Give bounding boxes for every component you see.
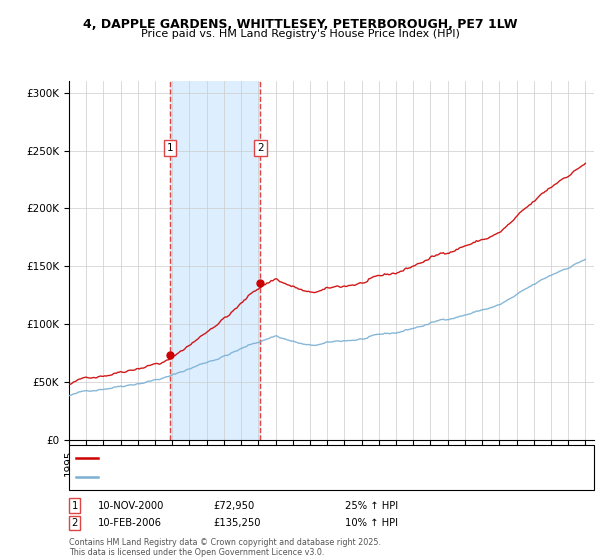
- Text: HPI: Average price, semi-detached house, Fenland: HPI: Average price, semi-detached house,…: [101, 473, 347, 483]
- Text: 2: 2: [257, 143, 264, 153]
- Text: Contains HM Land Registry data © Crown copyright and database right 2025.
This d: Contains HM Land Registry data © Crown c…: [69, 538, 381, 557]
- Text: 1: 1: [167, 143, 173, 153]
- Text: 10-FEB-2006: 10-FEB-2006: [98, 518, 162, 528]
- Text: 2: 2: [71, 518, 78, 528]
- Text: 10% ↑ HPI: 10% ↑ HPI: [345, 518, 398, 528]
- Text: Price paid vs. HM Land Registry's House Price Index (HPI): Price paid vs. HM Land Registry's House …: [140, 29, 460, 39]
- Bar: [170, 81, 260, 440]
- Text: 10-NOV-2000: 10-NOV-2000: [98, 501, 164, 511]
- Text: £135,250: £135,250: [213, 518, 260, 528]
- Text: 4, DAPPLE GARDENS, WHITTLESEY, PETERBOROUGH, PE7 1LW (semi-detached house): 4, DAPPLE GARDENS, WHITTLESEY, PETERBORO…: [101, 452, 522, 463]
- Text: 25% ↑ HPI: 25% ↑ HPI: [345, 501, 398, 511]
- Text: 4, DAPPLE GARDENS, WHITTLESEY, PETERBOROUGH, PE7 1LW: 4, DAPPLE GARDENS, WHITTLESEY, PETERBORO…: [83, 18, 517, 31]
- Text: 1: 1: [71, 501, 78, 511]
- Text: £72,950: £72,950: [213, 501, 254, 511]
